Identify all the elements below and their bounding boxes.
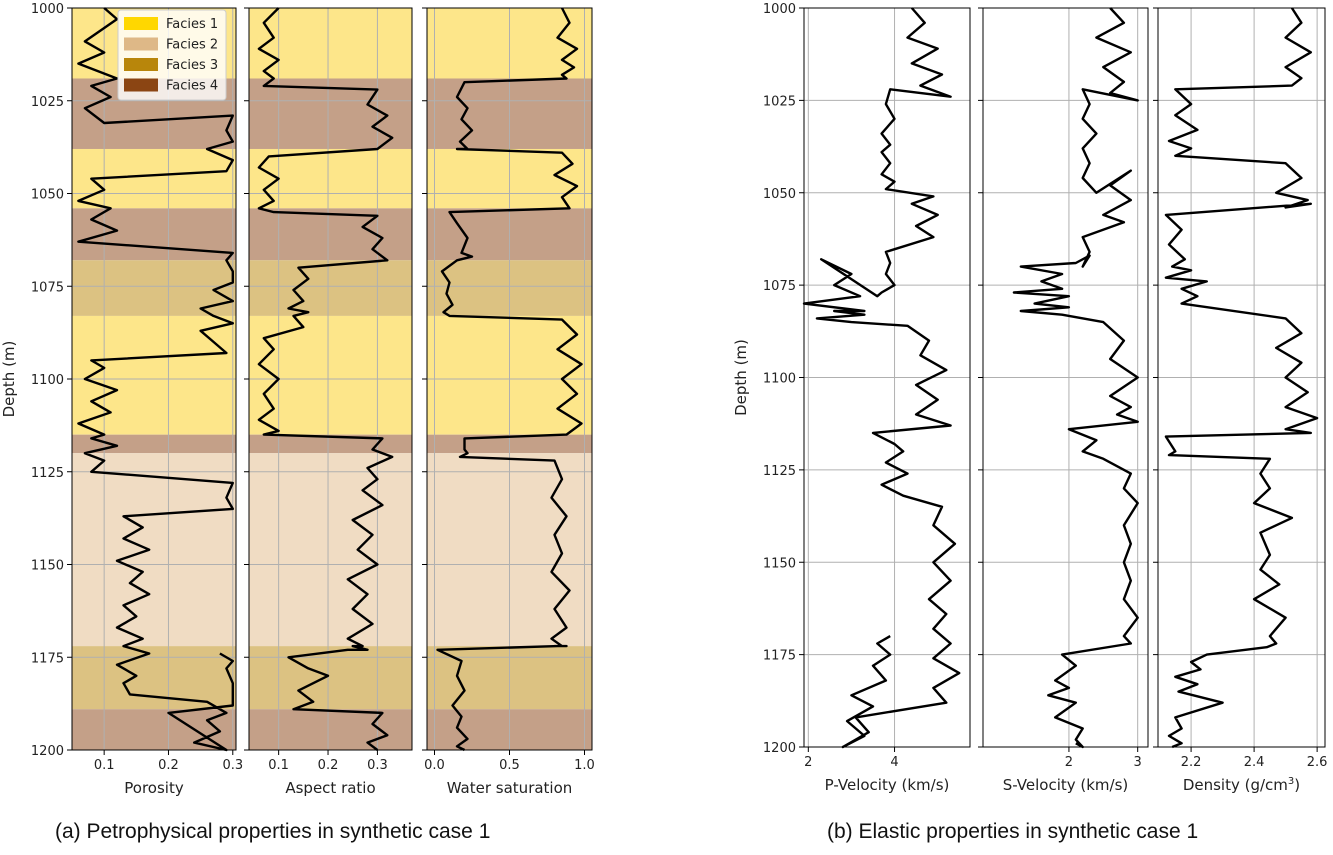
y-axis-label: Depth (m): [0, 341, 18, 418]
facies-band: [72, 260, 236, 316]
x-tick-label: 2.2: [1181, 755, 1202, 770]
data-line: [77, 7, 235, 752]
x-tick-label: 2: [1065, 755, 1073, 770]
facies-band: [249, 709, 412, 750]
legend-label: Facies 3: [166, 58, 218, 73]
x-tick-label: 0.2: [318, 758, 339, 773]
y-tick-label: 1175: [763, 649, 796, 664]
x-tick-label: 2.4: [1244, 755, 1265, 770]
legend-swatch: [124, 58, 158, 71]
y-tick-label: 1050: [31, 188, 64, 203]
x-tick-label: 0.2: [158, 758, 179, 773]
caption-a: (a) Petrophysical properties in syntheti…: [55, 820, 491, 843]
facies-band: [72, 646, 236, 710]
x-tick-label: 1.0: [574, 758, 595, 773]
figure: 0.1 0.2 0.3 1000 1025 1050 1075 1100 1125 1150 117…: [0, 2, 1328, 797]
caption-b: (b) Elastic properties in synthetic case…: [827, 820, 1199, 843]
y-tick-label: 1000: [31, 2, 64, 17]
facies-band: [249, 453, 412, 647]
chart-panel-4: 2 4 1000 1025 1050 1075 1100 1125 1150 1175 1200 P-…: [732, 2, 971, 794]
y-tick-label: 1125: [763, 464, 796, 479]
y-tick-label: 1050: [763, 187, 796, 202]
chart-panel-5: 2 3 S-Velocity (km/s): [978, 7, 1149, 794]
legend-label: Facies 1: [166, 17, 218, 32]
x-tick-label: 2: [804, 755, 812, 770]
legend-box: [117, 9, 227, 101]
x-axis-label: P-Velocity (km/s): [825, 776, 950, 794]
data-line: [802, 7, 961, 749]
facies-band: [249, 260, 412, 316]
y-tick-label: 1075: [763, 279, 796, 294]
superscript: 3: [1288, 776, 1294, 787]
label-close: ): [1294, 776, 1300, 794]
y-tick-label: 1125: [31, 466, 64, 481]
x-tick-label: 0.3: [222, 758, 243, 773]
y-tick-label: 1000: [763, 2, 796, 17]
x-tick-label: 2.6: [1307, 755, 1328, 770]
x-axis-label: Density (g/cm3): [1183, 776, 1300, 794]
data-line: [1164, 7, 1319, 749]
y-tick-label: 1025: [31, 95, 64, 110]
y-tick-label: 1100: [763, 372, 796, 387]
y-tick-label: 1025: [763, 94, 796, 109]
facies-band: [249, 8, 412, 79]
x-axis-label: Porosity: [124, 779, 184, 797]
chart-panel-2: 0.1 0.2 0.3 Aspect ratio: [244, 7, 413, 797]
legend-label: Facies 4: [166, 79, 218, 94]
y-tick-label: 1175: [31, 651, 64, 666]
y-axis-label: Depth (m): [732, 339, 750, 416]
x-tick-label: 0.5: [499, 758, 520, 773]
chart-panel-6: 2.2 2.4 2.6 Density (g/cm3): [1153, 7, 1328, 794]
y-tick-label: 1200: [763, 741, 796, 756]
x-axis-label: Water saturation: [447, 779, 573, 797]
x-tick-label: 0.1: [94, 758, 115, 773]
x-axis-label: S-Velocity (km/s): [1003, 776, 1129, 794]
y-tick-label: 1150: [31, 559, 64, 574]
y-tick-label: 1075: [31, 280, 64, 295]
legend-swatch: [124, 37, 158, 51]
facies-band: [72, 434, 236, 454]
data-line: [1012, 7, 1139, 749]
facies-band: [249, 434, 412, 454]
x-axis-label: Aspect ratio: [285, 779, 375, 797]
y-tick-label: 1150: [763, 556, 796, 571]
facies-band: [249, 646, 412, 710]
legend-swatch: [124, 78, 158, 92]
y-tick-label: 1100: [31, 373, 64, 388]
facies-legend: Facies 1 Facies 2 Facies 3 Facies 4: [117, 9, 227, 101]
facies-band: [72, 315, 236, 435]
data-line: [436, 7, 583, 752]
x-tick-label: 0.3: [367, 758, 388, 773]
legend-swatch: [124, 17, 158, 30]
facies-band: [72, 709, 236, 750]
x-tick-label: 0.1: [268, 758, 289, 773]
data-line: [257, 7, 394, 751]
legend-label: Facies 2: [166, 38, 218, 53]
x-tick-label: 3: [1134, 755, 1142, 770]
y-tick-label: 1200: [31, 744, 64, 759]
facies-band: [249, 208, 412, 261]
x-tick-label: 4: [890, 755, 898, 770]
facies-band: [72, 453, 236, 647]
chart-panel-1: 0.1 0.2 0.3 1000 1025 1050 1075 1100 1125 1150 117…: [0, 2, 243, 797]
x-tick-label: 0.0: [424, 758, 445, 773]
